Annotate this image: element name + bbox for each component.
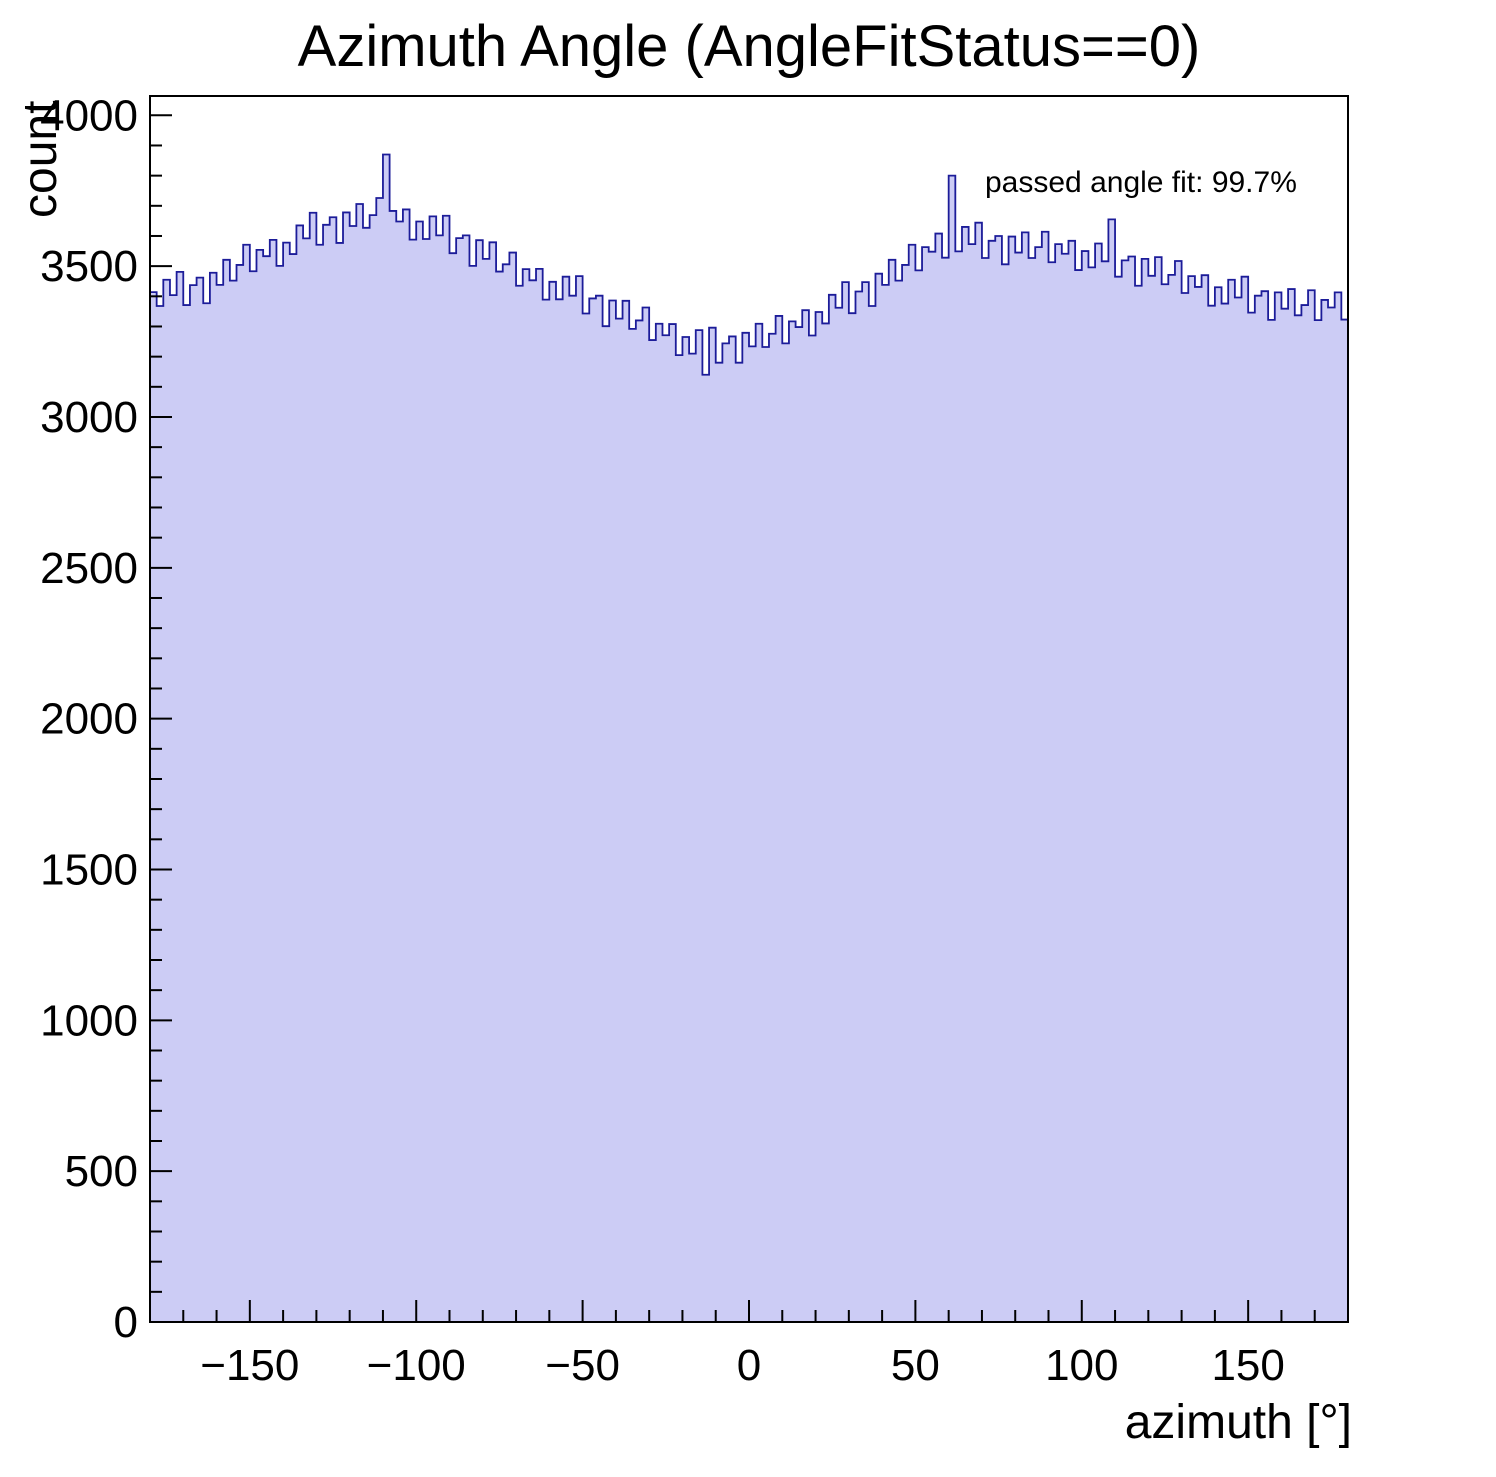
y-axis-title: count [14,101,67,218]
plot-frame [149,95,1349,1323]
x-tick-label: 150 [1211,1341,1284,1390]
passed-angle-fit-annotation: passed angle fit: 99.7% [985,166,1297,199]
y-tick-label: 3000 [40,393,138,442]
histogram-outline [149,153,1349,1322]
y-tick-label: 1000 [40,996,138,1045]
y-tick-label: 500 [65,1147,138,1196]
y-tick-label: 3500 [40,242,138,291]
x-tick-label: −50 [545,1341,620,1390]
y-tick-label: 2000 [40,695,138,744]
y-tick-label: 0 [114,1298,138,1347]
x-tick-label: 50 [891,1341,940,1390]
y-tick-label: 1500 [40,845,138,894]
histogram-fill [150,154,1348,1322]
x-tick-label: −150 [200,1341,299,1390]
x-axis-title: azimuth [°] [1125,1396,1352,1449]
x-tick-label: 0 [737,1341,761,1390]
x-tick-label: 100 [1045,1341,1118,1390]
chart-title: Azimuth Angle (AngleFitStatus==0) [298,14,1201,79]
x-tick-label: −100 [367,1341,466,1390]
y-tick-label: 4000 [40,91,138,140]
y-tick-label: 2500 [40,544,138,593]
